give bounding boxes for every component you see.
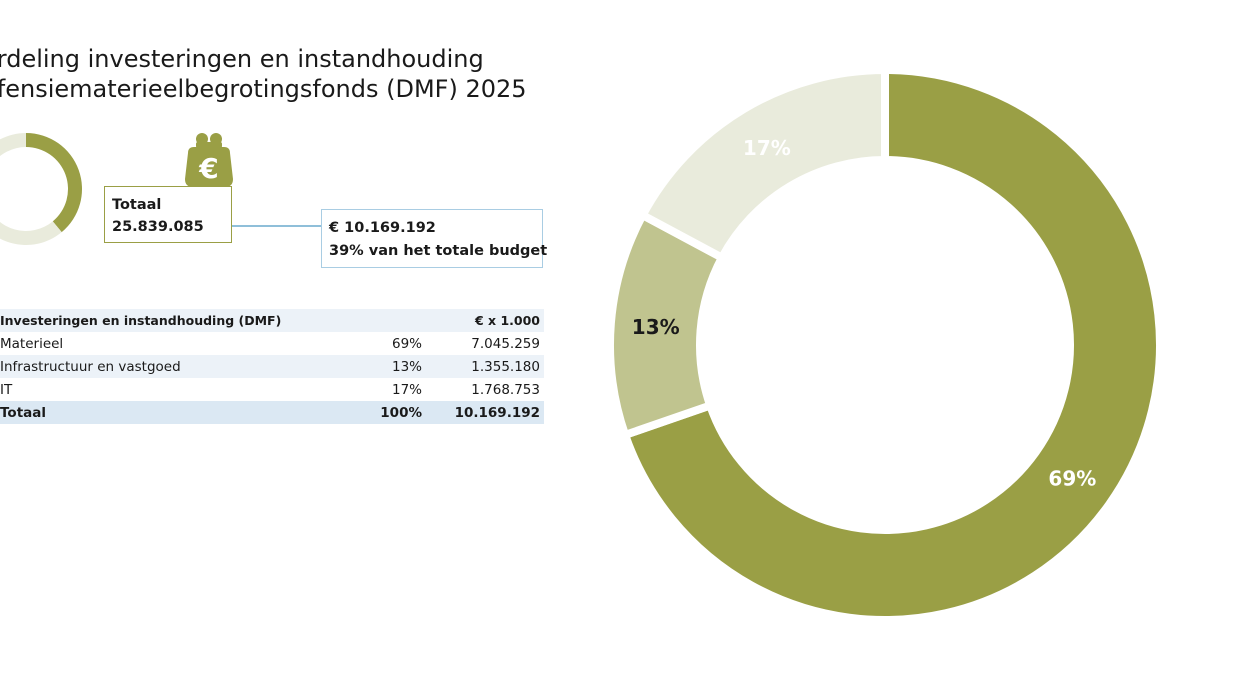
svg-text:€: € — [198, 152, 218, 185]
euro-purse-icon: € — [185, 133, 233, 187]
row-label: Materieel — [0, 335, 64, 352]
callout-connector-line — [232, 225, 321, 227]
slice-it — [637, 65, 889, 264]
total-value: 10.169.192 — [454, 404, 540, 421]
total-budget-value: 25.839.085 — [112, 219, 204, 235]
total-label: Totaal — [0, 404, 46, 421]
table-row: IT 17% 1.768.753 — [0, 378, 544, 401]
slice-label-infrastructuur-en-vastgoed: 13% — [632, 315, 680, 339]
slice-dmf — [26, 133, 82, 233]
table-header-row: Investeringen en instandhouding (DMF) € … — [0, 309, 544, 332]
chart-title: erdeling investeringen en instandhouding… — [0, 44, 527, 104]
total-budget-box: Totaal 25.839.085 — [104, 186, 232, 243]
chart-title-line-2: efensiematerieelbegrotingsfonds (DMF) 20… — [0, 75, 527, 103]
slice-label-materieel: 69% — [1048, 467, 1096, 491]
total-pct: 100% — [380, 404, 422, 421]
slice-overig — [0, 133, 62, 245]
table-header-unit: € x 1.000 — [474, 313, 540, 328]
dmf-budget-share: 39% van het totale budget — [329, 243, 548, 259]
dmf-breakdown-table: Investeringen en instandhouding (DMF) € … — [0, 309, 544, 424]
row-pct: 13% — [391, 358, 422, 375]
total-budget-mini-donut — [0, 133, 82, 245]
table-header-pct — [342, 309, 422, 332]
chart-title-line-1: erdeling investeringen en instandhouding — [0, 45, 484, 73]
row-pct: 69% — [391, 335, 422, 352]
slice-label-it: 17% — [743, 136, 791, 160]
row-value: 7.045.259 — [471, 335, 540, 352]
slice-materieel — [620, 65, 1164, 624]
table-row: Infrastructuur en vastgoed 13% 1.355.180 — [0, 355, 544, 378]
row-label: IT — [0, 381, 13, 398]
table-total-row: Totaal 100% 10.169.192 — [0, 401, 544, 424]
dmf-budget-amount: € 10.169.192 — [329, 220, 436, 236]
dmf-budget-callout: € 10.169.192 39% van het totale budget — [321, 209, 548, 268]
row-value: 1.355.180 — [471, 358, 540, 375]
row-value: 1.768.753 — [471, 381, 540, 398]
total-budget-label: Totaal — [112, 197, 162, 213]
row-pct: 17% — [391, 381, 422, 398]
row-label: Infrastructuur en vastgoed — [0, 358, 181, 375]
table-header-label: Investeringen en instandhouding (DMF) — [0, 313, 282, 328]
dmf-breakdown-donut: 69% 13% 17% — [606, 65, 1164, 624]
table-row: Materieel 69% 7.045.259 — [0, 332, 544, 355]
